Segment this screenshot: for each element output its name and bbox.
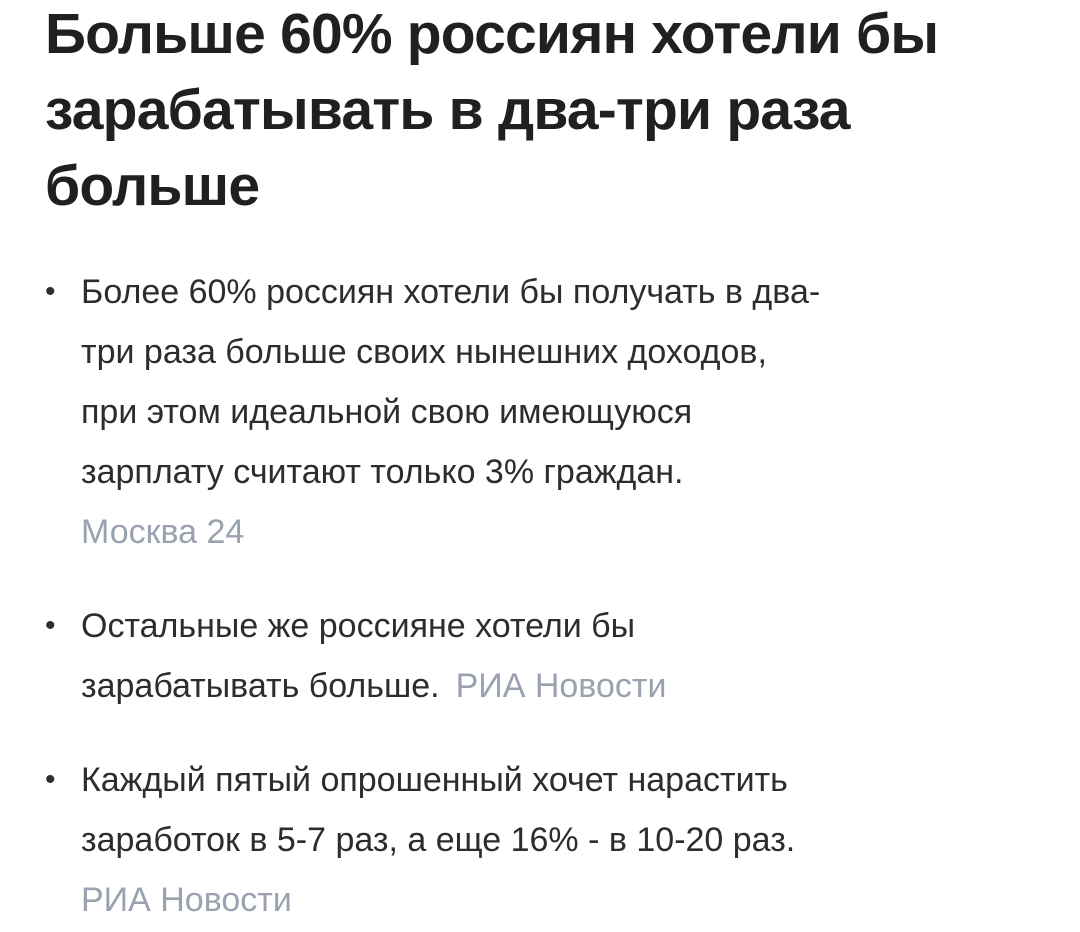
summary-text: Более 60% россиян хотели бы получать в д… bbox=[81, 273, 821, 491]
source-link[interactable]: РИА Новости bbox=[455, 667, 667, 705]
summary-item-body: Более 60% россиян хотели бы получать в д… bbox=[81, 262, 1038, 562]
bullet-icon: • bbox=[45, 275, 56, 308]
source-link[interactable]: РИА Новости bbox=[81, 881, 292, 919]
summary-item-body: Каждый пятый опрошенный хочет нарастить … bbox=[81, 750, 1038, 930]
summary-text: Каждый пятый опрошенный хочет нарастить … bbox=[81, 761, 796, 859]
summary-item: • Остальные же россияне хотели бы зараба… bbox=[45, 596, 1038, 716]
summary-list: • Более 60% россиян хотели бы получать в… bbox=[45, 262, 1038, 930]
summary-item: • Более 60% россиян хотели бы получать в… bbox=[45, 262, 1038, 562]
bullet-icon: • bbox=[45, 763, 56, 796]
source-link[interactable]: Москва 24 bbox=[81, 513, 245, 551]
page-title: Больше 60% россиян хотели бы зарабатыват… bbox=[45, 2, 939, 218]
summary-item-body: Остальные же россияне хотели бы зарабаты… bbox=[81, 596, 1038, 716]
summary-item: • Каждый пятый опрошенный хочет нарастит… bbox=[45, 750, 1038, 930]
bullet-icon: • bbox=[45, 609, 56, 642]
summary-text: Остальные же россияне хотели бы зарабаты… bbox=[81, 596, 1038, 716]
summary-text-content: Остальные же россияне хотели бы зарабаты… bbox=[81, 607, 636, 705]
